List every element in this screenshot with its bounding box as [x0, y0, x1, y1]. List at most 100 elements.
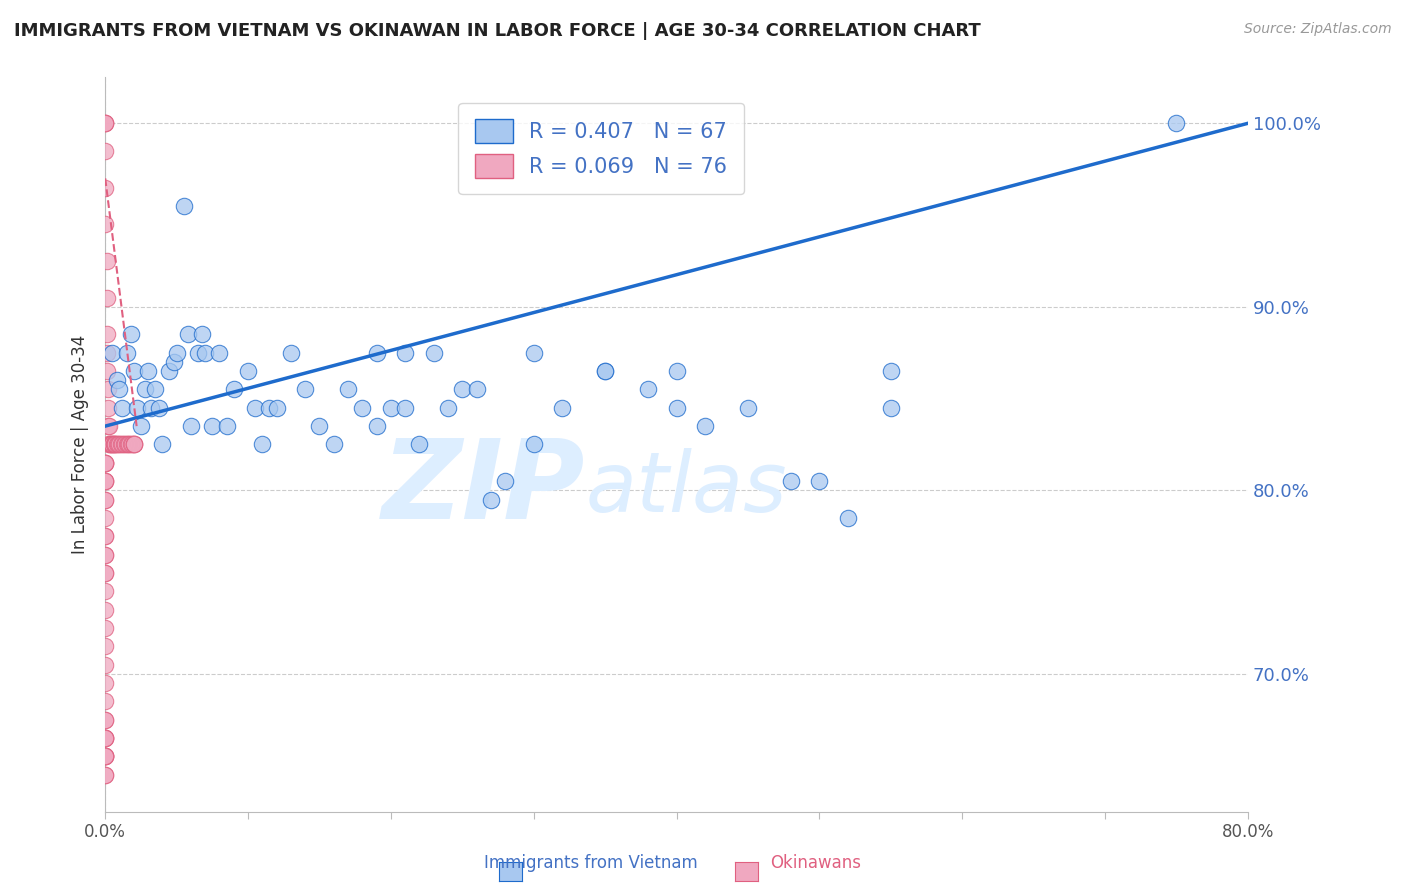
Point — [94, 144, 117, 158]
Point — [143, 383, 166, 397]
Point — [215, 419, 238, 434]
Point — [808, 474, 831, 488]
Point — [252, 437, 274, 451]
Point — [94, 116, 117, 130]
Point — [96, 345, 118, 359]
Point — [177, 327, 200, 342]
Point — [94, 492, 117, 507]
Point — [94, 602, 117, 616]
Point — [94, 474, 117, 488]
Point — [122, 364, 145, 378]
Point — [94, 548, 117, 562]
Point — [96, 327, 118, 342]
Point — [173, 199, 195, 213]
Point — [166, 345, 188, 359]
Point — [94, 180, 117, 194]
Point — [94, 768, 117, 782]
Text: ZIP: ZIP — [381, 435, 585, 542]
Point — [94, 116, 117, 130]
Point — [120, 437, 142, 451]
Point — [880, 401, 903, 415]
Point — [163, 355, 186, 369]
Point — [191, 327, 214, 342]
Point — [94, 768, 117, 782]
Point — [779, 474, 801, 488]
Point — [103, 437, 125, 451]
Point — [120, 327, 142, 342]
Point — [593, 364, 616, 378]
Point — [737, 401, 759, 415]
Point — [94, 456, 117, 470]
Point — [105, 373, 128, 387]
Point — [129, 419, 152, 434]
Point — [136, 364, 159, 378]
Point — [101, 345, 124, 359]
Point — [593, 364, 616, 378]
Point — [665, 401, 688, 415]
Point — [94, 713, 117, 727]
Point — [94, 548, 117, 562]
Point — [118, 437, 141, 451]
Point — [94, 456, 117, 470]
Point — [110, 437, 132, 451]
Point — [1166, 116, 1188, 130]
Point — [208, 345, 231, 359]
Point — [523, 345, 546, 359]
Point — [114, 437, 136, 451]
Point — [94, 657, 117, 672]
Point — [479, 492, 502, 507]
Point — [94, 474, 117, 488]
Point — [94, 474, 117, 488]
Point — [394, 401, 416, 415]
Point — [100, 437, 122, 451]
Point — [94, 511, 117, 525]
Point — [150, 437, 173, 451]
Point — [259, 401, 281, 415]
Point — [94, 529, 117, 543]
Point — [408, 437, 430, 451]
Point — [465, 383, 488, 397]
Point — [94, 566, 117, 580]
Point — [308, 419, 330, 434]
Point — [107, 437, 129, 451]
Point — [94, 731, 117, 745]
Point — [115, 437, 138, 451]
Point — [693, 419, 716, 434]
Point — [98, 437, 121, 451]
Point — [380, 401, 402, 415]
Point — [122, 437, 145, 451]
Point — [112, 437, 135, 451]
Text: Okinawans: Okinawans — [770, 855, 860, 872]
Point — [437, 401, 460, 415]
Point — [115, 345, 138, 359]
Point — [422, 345, 444, 359]
Point — [94, 566, 117, 580]
Point — [101, 437, 124, 451]
Point — [148, 401, 170, 415]
Point — [108, 383, 131, 397]
Point — [523, 437, 546, 451]
Point — [122, 437, 145, 451]
Text: IMMIGRANTS FROM VIETNAM VS OKINAWAN IN LABOR FORCE | AGE 30-34 CORRELATION CHART: IMMIGRANTS FROM VIETNAM VS OKINAWAN IN L… — [14, 22, 981, 40]
Point — [94, 217, 117, 231]
Point — [94, 640, 117, 654]
Point — [94, 456, 117, 470]
Point — [111, 401, 134, 415]
Point — [111, 437, 134, 451]
Point — [94, 749, 117, 764]
Point — [352, 401, 374, 415]
Point — [97, 383, 120, 397]
Point — [122, 437, 145, 451]
Point — [665, 364, 688, 378]
Point — [266, 401, 288, 415]
Point — [280, 345, 302, 359]
Text: atlas: atlas — [585, 448, 787, 529]
Point — [187, 345, 209, 359]
Point — [94, 749, 117, 764]
Point — [134, 383, 156, 397]
Point — [294, 383, 316, 397]
Text: Immigrants from Vietnam: Immigrants from Vietnam — [484, 855, 697, 872]
Point — [243, 401, 266, 415]
Point — [94, 116, 117, 130]
Legend: R = 0.407   N = 67, R = 0.069   N = 76: R = 0.407 N = 67, R = 0.069 N = 76 — [458, 103, 744, 194]
